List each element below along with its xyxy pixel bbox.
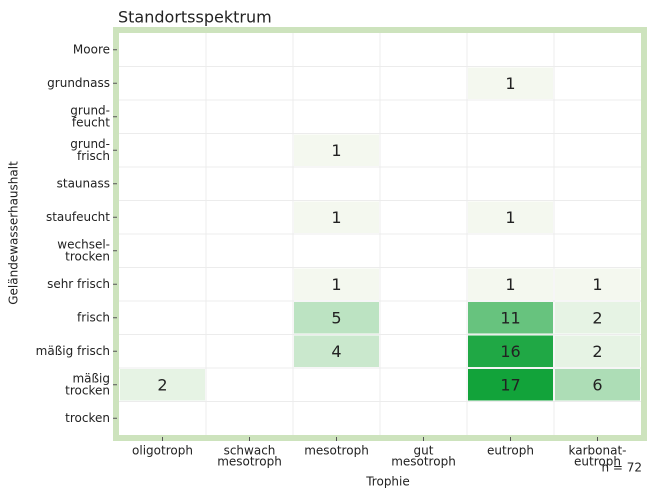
x-tick-label: oligotroph <box>132 444 193 458</box>
x-tick-label: karbonat- <box>569 444 627 458</box>
y-tick-label: Moore <box>73 42 110 56</box>
y-tick-label: wechsel- <box>57 237 110 251</box>
x-tick-label: mesotroph <box>391 455 456 469</box>
y-tick-label: trocken <box>65 411 110 425</box>
y-tick-label: grund- <box>70 137 110 151</box>
heatmap-cell <box>294 268 379 300</box>
heatmap-cell <box>555 302 640 334</box>
heatmap-cell <box>468 201 553 233</box>
cell-label: 1 <box>331 141 341 160</box>
heatmap-cell <box>294 201 379 233</box>
heatmap-cell <box>468 369 553 401</box>
chart-title: Standortsspektrum <box>118 8 272 27</box>
heatmap-cell <box>555 268 640 300</box>
x-tick-label: eutroph <box>487 444 534 458</box>
heatmap-cell <box>468 302 553 334</box>
y-axis-label: Geländewasserhaushalt <box>7 161 21 305</box>
heatmap-cell <box>294 134 379 166</box>
cell-label: 11 <box>500 308 520 327</box>
cell-label: 1 <box>505 74 515 93</box>
y-tick-label: sehr frisch <box>47 277 110 291</box>
y-tick-label: staufeucht <box>46 210 110 224</box>
x-tick-label: mesotroph <box>304 444 369 458</box>
y-tick-label: mäßig frisch <box>36 344 110 358</box>
cell-label: 16 <box>500 342 520 361</box>
cell-label: 1 <box>505 208 515 227</box>
cell-label: 1 <box>505 275 515 294</box>
cell-label: 1 <box>331 275 341 294</box>
plot-border <box>113 27 647 441</box>
y-tick-label: grund- <box>70 103 110 117</box>
cell-label: 2 <box>592 342 602 361</box>
cell-label: 2 <box>592 308 602 327</box>
heatmap-cell <box>468 268 553 300</box>
y-tick-label: feucht <box>72 115 110 129</box>
heatmap-cell <box>555 335 640 367</box>
cell-label: 5 <box>331 308 341 327</box>
x-axis-label: Trophie <box>365 475 410 489</box>
heatmap-cell <box>468 335 553 367</box>
cell-label: 1 <box>592 275 602 294</box>
heatmap-cell <box>294 335 379 367</box>
y-tick-label: grundnass <box>47 76 110 90</box>
y-tick-label: trocken <box>65 383 110 397</box>
x-tick-label: eutroph <box>574 455 621 469</box>
cell-label: 2 <box>157 375 167 394</box>
heatmap-cell <box>468 67 553 99</box>
x-tick-label: mesotroph <box>217 455 282 469</box>
heatmap-cell <box>555 369 640 401</box>
y-tick-label: frisch <box>77 149 110 163</box>
heatmap-cell <box>120 369 205 401</box>
x-tick-label: schwach <box>224 444 276 458</box>
y-tick-label: frisch <box>77 310 110 324</box>
y-tick-label: mäßig <box>72 371 110 385</box>
y-tick-label: trocken <box>65 249 110 263</box>
cell-label: 4 <box>331 342 341 361</box>
annotation: n = 72 <box>601 461 642 475</box>
cell-label: 1 <box>331 208 341 227</box>
x-tick-label: gut <box>414 444 434 458</box>
y-tick-label: staunass <box>57 176 110 190</box>
cell-label: 6 <box>592 375 602 394</box>
heatmap-cell <box>294 302 379 334</box>
cell-label: 17 <box>500 375 520 394</box>
